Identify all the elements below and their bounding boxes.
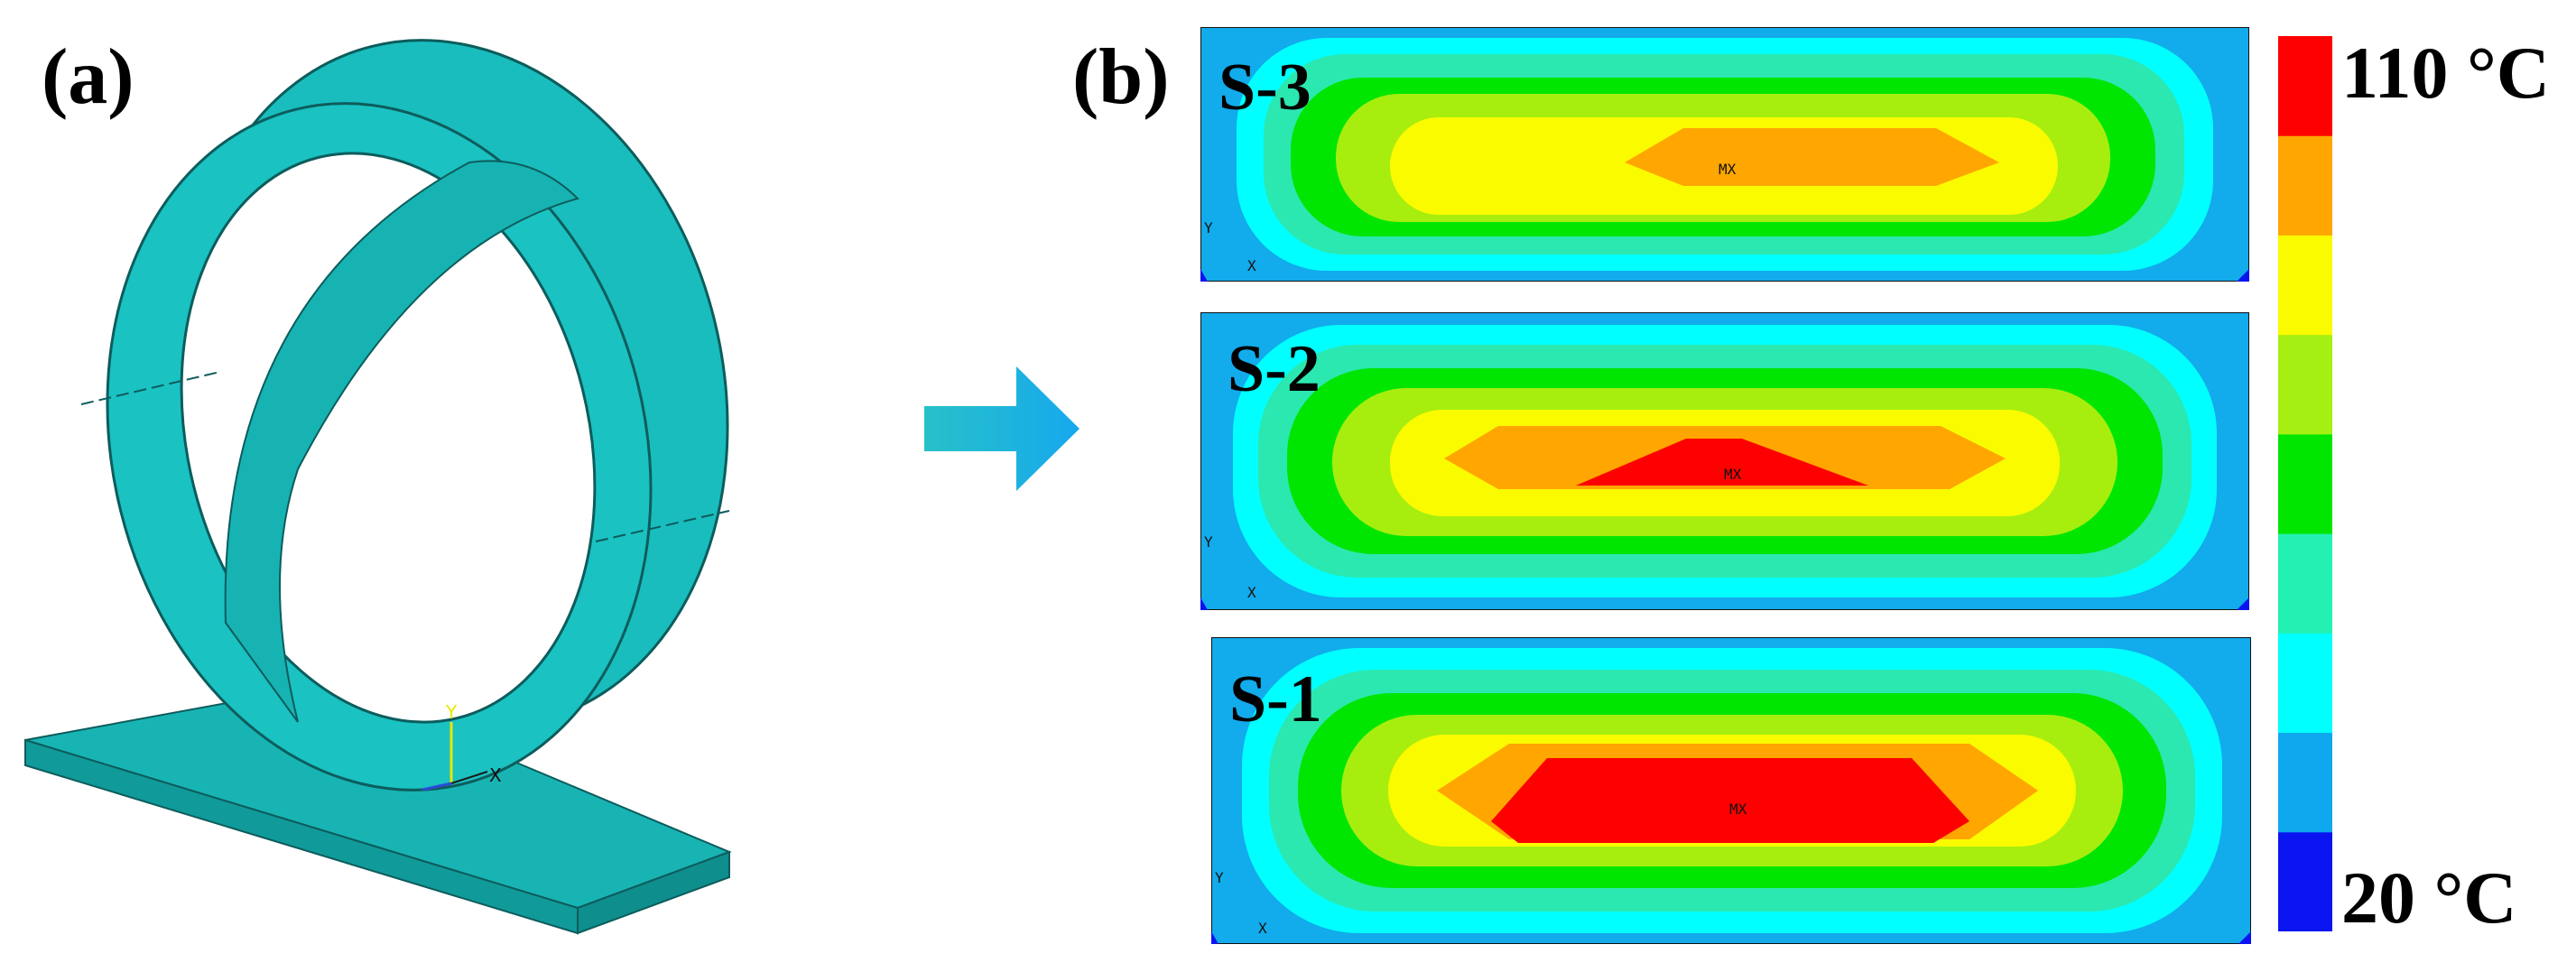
axis-y-s2: Y bbox=[1204, 533, 1213, 551]
colorbar-swatch bbox=[2278, 36, 2332, 136]
model-axis-y-label: Y bbox=[445, 701, 458, 723]
base-plate-side bbox=[24, 738, 579, 935]
max-marker-s2: MX bbox=[1724, 466, 1742, 483]
colorbar-swatch bbox=[2278, 831, 2332, 932]
panel-label-b: (b) bbox=[1072, 33, 1170, 121]
axis-x-s1: X bbox=[1258, 920, 1267, 937]
axis-y-s1: Y bbox=[1215, 869, 1224, 886]
ring-inner-hole bbox=[180, 152, 597, 724]
colorbar-swatch bbox=[2278, 633, 2332, 734]
contour-plot-s1: MX Y X bbox=[1210, 636, 2252, 945]
seam-line-left bbox=[80, 371, 221, 405]
slice-s1: MX Y X bbox=[1210, 636, 2252, 945]
colorbar-swatches bbox=[2278, 36, 2332, 932]
contour-plot-s2: MX Y X bbox=[1200, 311, 2250, 611]
colorbar-swatch bbox=[2278, 135, 2332, 236]
slice-label-s3: S-3 bbox=[1219, 51, 1311, 125]
slice-s3: MX Y X bbox=[1200, 26, 2250, 282]
colorbar bbox=[2278, 36, 2332, 932]
colorbar-swatch bbox=[2278, 334, 2332, 435]
right-arrow-icon bbox=[924, 366, 1080, 491]
axis-y-s3: Y bbox=[1204, 219, 1213, 236]
colorbar-swatch bbox=[2278, 533, 2332, 634]
axis-x-s3: X bbox=[1247, 257, 1256, 274]
ring-model-figure: Y X bbox=[24, 39, 732, 935]
contour-plot-s3: MX Y X bbox=[1200, 26, 2250, 282]
model-axis-z-line bbox=[422, 782, 452, 791]
colorbar-max-label: 110 °C bbox=[2341, 32, 2550, 114]
ring-inner-surface bbox=[224, 160, 579, 723]
model-axis-x-line bbox=[450, 771, 488, 784]
colorbar-min-label: 20 °C bbox=[2341, 856, 2517, 939]
panel-label-a: (a) bbox=[42, 33, 134, 121]
max-marker-s3: MX bbox=[1719, 161, 1737, 178]
model-axis-x-label: X bbox=[489, 764, 502, 786]
colorbar-swatch bbox=[2278, 433, 2332, 534]
slice-label-s2: S-2 bbox=[1228, 332, 1320, 406]
seam-line-right bbox=[595, 510, 730, 542]
max-marker-s1: MX bbox=[1729, 801, 1747, 818]
colorbar-swatch bbox=[2278, 732, 2332, 833]
slice-s2: MX Y X bbox=[1200, 311, 2250, 611]
slice-label-s1: S-1 bbox=[1229, 662, 1322, 736]
colorbar-swatch bbox=[2278, 235, 2332, 336]
axis-x-s2: X bbox=[1247, 584, 1256, 601]
